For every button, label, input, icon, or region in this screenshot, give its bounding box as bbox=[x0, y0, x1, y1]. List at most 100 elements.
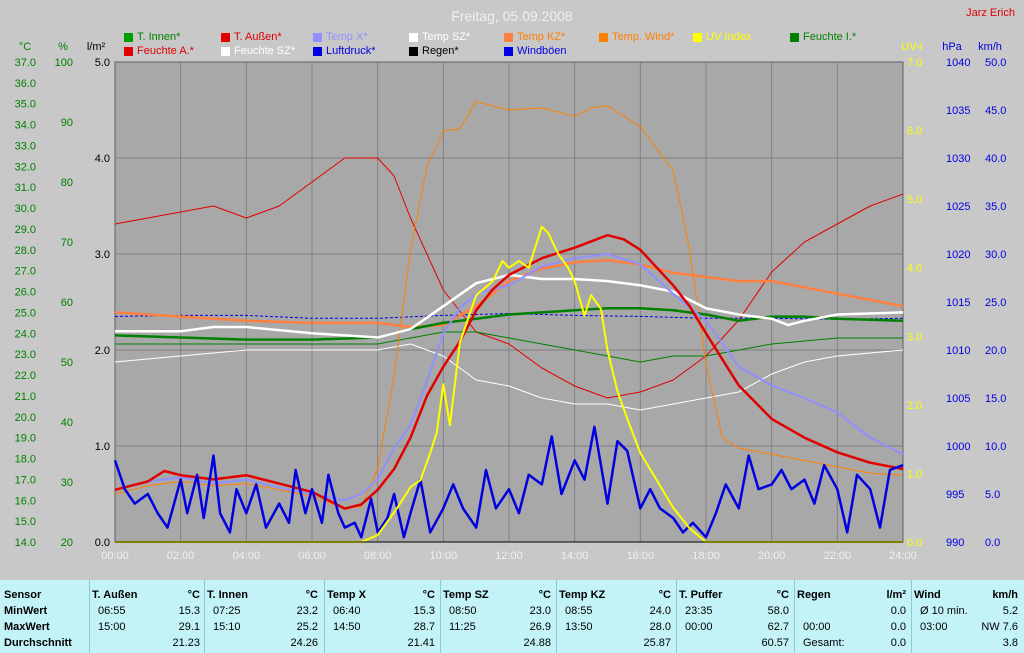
axis-tick-label: 29.0 bbox=[15, 224, 36, 236]
stats-header-title: Temp SZ bbox=[443, 589, 489, 601]
legend-swatch bbox=[221, 32, 230, 42]
stats-column: Regen l/m² 0.0 00:00 0.0 Gesamt: 0.0 bbox=[797, 580, 910, 653]
stats-row: 24.26 bbox=[207, 635, 322, 651]
stats-row: 25.87 bbox=[559, 635, 675, 651]
stats-cell-label: 08:50 bbox=[449, 605, 477, 617]
axis-tick-label: 30.0 bbox=[985, 249, 1006, 261]
stats-header: T. Außen °C bbox=[92, 587, 204, 603]
stats-separator bbox=[324, 580, 325, 653]
stats-cell-value: 60.57 bbox=[761, 637, 789, 649]
axis-tick-label: 19.0 bbox=[15, 433, 36, 445]
legend-item: Temp KZ* bbox=[504, 31, 565, 43]
legend-swatch bbox=[409, 46, 418, 56]
legend-item: Temp SZ* bbox=[409, 31, 470, 43]
axis-tick-label: 33.0 bbox=[15, 140, 36, 152]
x-tick-label: 14:00 bbox=[561, 550, 589, 562]
stats-header: Sensor bbox=[4, 587, 90, 603]
stats-cell-label: 06:40 bbox=[333, 605, 361, 617]
stats-cell-label: 00:00 bbox=[803, 621, 831, 633]
axis-tick-label: 995 bbox=[946, 489, 964, 501]
axis-tick-label: 35.0 bbox=[985, 201, 1006, 213]
stats-header-unit: °C bbox=[422, 589, 435, 601]
series-line-feuchte-sz bbox=[114, 343, 904, 411]
series-line-temp-kz bbox=[114, 259, 904, 329]
axis-tick-label: 1020 bbox=[946, 249, 970, 261]
stats-cell-value: 0.0 bbox=[890, 605, 906, 617]
stats-cell-value: 24.0 bbox=[649, 605, 671, 617]
axis-tick-label: 5.0 bbox=[907, 194, 922, 206]
author-label: Jarz Erich bbox=[966, 7, 1015, 19]
axis-unit-label: % bbox=[58, 41, 68, 53]
axis-tick-label: 20 bbox=[61, 537, 73, 549]
stats-cell-label: 11:25 bbox=[449, 621, 476, 633]
axis-tick-label: 20.0 bbox=[15, 412, 36, 424]
stats-cell-label: MaxWert bbox=[4, 621, 50, 633]
axis-tick-label: 3.0 bbox=[95, 249, 110, 261]
axis-tick-label: 27.0 bbox=[15, 266, 36, 278]
stats-header-title: T. Außen bbox=[92, 589, 138, 601]
stats-row: 13:50 28.0 bbox=[559, 619, 675, 635]
stats-cell-label bbox=[679, 637, 685, 649]
stats-column: Temp KZ °C 08:55 24.0 13:50 28.0 25.87 bbox=[559, 580, 675, 653]
legend-label: Regen* bbox=[422, 45, 459, 57]
stats-row: 15:00 29.1 bbox=[92, 619, 204, 635]
axis-tick-label: 1035 bbox=[946, 105, 970, 117]
stats-header: T. Puffer °C bbox=[679, 587, 793, 603]
stats-column: T. Außen °C 06:55 15.3 15:00 29.1 21.23 bbox=[92, 580, 204, 653]
axis-tick-label: 21.0 bbox=[15, 391, 36, 403]
x-tick-label: 16:00 bbox=[627, 550, 655, 562]
series-line-temp-sz bbox=[115, 273, 904, 339]
stats-row: Durchschnitt bbox=[4, 635, 90, 651]
axis-tick-label: 16.0 bbox=[15, 495, 36, 507]
stats-separator bbox=[89, 580, 90, 653]
legend-swatch bbox=[504, 32, 513, 42]
stats-cell-label bbox=[443, 637, 449, 649]
axis-tick-label: 32.0 bbox=[15, 161, 36, 173]
x-tick-label: 20:00 bbox=[758, 550, 786, 562]
x-tick-label: 08:00 bbox=[364, 550, 392, 562]
axis-tick-label: 17.0 bbox=[15, 474, 36, 486]
axis-tick-label: 0.0 bbox=[907, 537, 922, 549]
x-tick-label: 10:00 bbox=[430, 550, 458, 562]
legend-label: Temp X* bbox=[326, 31, 368, 43]
stats-header-title: Sensor bbox=[4, 589, 42, 601]
stats-row: 06:55 15.3 bbox=[92, 603, 204, 619]
legend-swatch bbox=[221, 46, 230, 56]
stats-cell-value: 5.2 bbox=[1002, 605, 1018, 617]
stats-cell-value: 29.1 bbox=[178, 621, 200, 633]
stats-row: 06:40 15.3 bbox=[327, 603, 439, 619]
stats-header: Temp KZ °C bbox=[559, 587, 675, 603]
axis-tick-label: 60 bbox=[61, 297, 73, 309]
axis-tick-label: 50 bbox=[61, 357, 73, 369]
axis-tick-label: 1.0 bbox=[95, 441, 110, 453]
stats-cell-value: 24.88 bbox=[523, 637, 551, 649]
stats-row: 11:25 26.9 bbox=[443, 619, 555, 635]
stats-header-title: Regen bbox=[797, 589, 831, 601]
axis-tick-label: 26.0 bbox=[15, 287, 36, 299]
stats-header: Wind km/h bbox=[914, 587, 1022, 603]
axis-tick-label: 40.0 bbox=[985, 153, 1006, 165]
stats-cell-value: 21.23 bbox=[172, 637, 200, 649]
stats-cell-label: 07:25 bbox=[213, 605, 241, 617]
stats-header-title: Temp KZ bbox=[559, 589, 606, 601]
stats-cell-value: 62.7 bbox=[767, 621, 789, 633]
stats-row: 0.0 bbox=[797, 603, 910, 619]
axis-tick-label: 34.0 bbox=[15, 120, 36, 132]
series-layer bbox=[113, 101, 904, 543]
series-line-t-innen bbox=[114, 307, 904, 341]
axis-tick-label: 25.0 bbox=[985, 297, 1006, 309]
stats-header: Regen l/m² bbox=[797, 587, 910, 603]
stats-header-title: Wind bbox=[914, 589, 941, 601]
stats-cell-label: 06:55 bbox=[98, 605, 126, 617]
stats-cell-value: 28.7 bbox=[413, 621, 435, 633]
axis-tick-label: 1025 bbox=[946, 201, 970, 213]
stats-header-unit: km/h bbox=[992, 589, 1018, 601]
stats-row: 3.8 bbox=[914, 635, 1022, 651]
axis-tick-label: 2.0 bbox=[95, 345, 110, 357]
legend-label: Feuchte A.* bbox=[137, 45, 194, 57]
stats-cell-label: MinWert bbox=[4, 605, 48, 617]
legend-label: Temp SZ* bbox=[422, 31, 471, 43]
series-line-temp-x bbox=[114, 253, 904, 502]
stats-cell-label bbox=[914, 637, 920, 649]
stats-cell-value: 25.2 bbox=[296, 621, 318, 633]
